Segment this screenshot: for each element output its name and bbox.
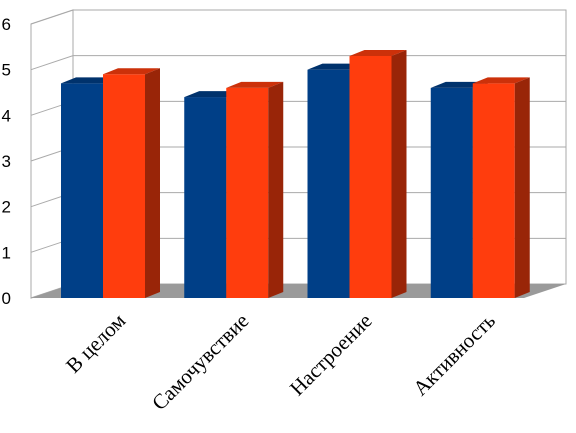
bar-front [430, 87, 473, 298]
x-tick-label: Активность [408, 309, 500, 401]
bar-top [226, 81, 284, 88]
bar-side [145, 68, 160, 298]
x-tick-label: В целом [61, 309, 130, 378]
bar-front [349, 55, 392, 298]
bar-front [103, 74, 145, 298]
y-tick-label: 1 [2, 243, 11, 262]
bar-side [268, 81, 284, 298]
x-axis-labels: В целом Самочувствие Настроение Активность [61, 309, 500, 415]
y-tick-label: 4 [2, 106, 11, 125]
y-tick-label: 5 [2, 61, 11, 80]
bar [226, 81, 284, 298]
x-tick-label: Настроение [285, 309, 377, 401]
bar-front [307, 69, 350, 299]
bar-side [514, 77, 530, 298]
bar-front [226, 87, 269, 298]
bar-top [349, 49, 407, 56]
bar-top [103, 68, 160, 75]
bar-side [391, 49, 407, 298]
gridline [30, 9, 566, 25]
bar-front [61, 83, 103, 298]
bar [472, 77, 530, 298]
y-axis-ticks: 0 1 2 3 4 5 6 [2, 15, 11, 308]
y-tick-label: 6 [2, 15, 11, 34]
x-tick-label: Самочувствие [147, 309, 253, 415]
bar [103, 68, 160, 298]
bar-front [472, 83, 515, 298]
bar [349, 49, 407, 298]
y-tick-label: 3 [2, 152, 11, 171]
bars [61, 49, 530, 299]
bar-front [184, 97, 227, 298]
y-tick-label: 0 [2, 289, 11, 308]
bar-top [472, 77, 530, 84]
y-tick-label: 2 [2, 198, 11, 217]
